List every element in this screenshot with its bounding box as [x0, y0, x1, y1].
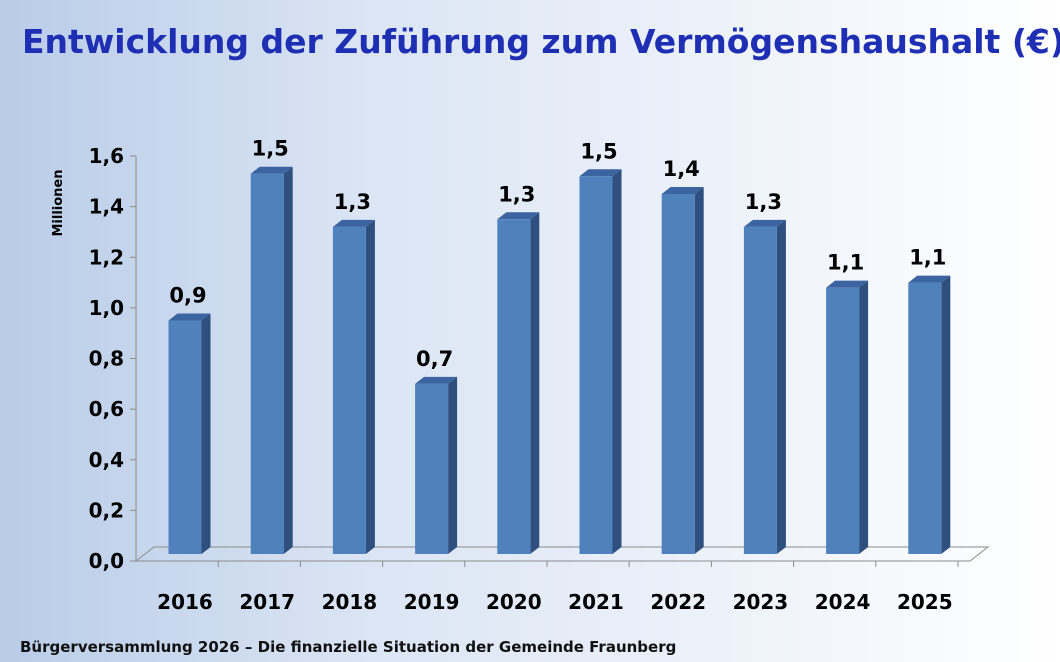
x-axis: 2016 2017 2018 2019 2020 2021 2022 2023 2024 2025 — [136, 560, 970, 614]
bar-2018 — [332, 219, 375, 554]
y-tick-label: 1,2 — [89, 245, 124, 269]
data-label: 1,3 — [334, 190, 371, 214]
bar-top — [826, 280, 869, 288]
bar-side — [201, 313, 211, 554]
x-tick-label: 2017 — [239, 590, 295, 614]
y-tick-label: 0,2 — [89, 498, 124, 522]
bar-2016 — [168, 313, 211, 554]
bar-side — [612, 169, 622, 554]
y-axis: 0,0 0,2 0,4 0,6 0,8 1,0 1,2 1,4 1,6 Millionen — [51, 144, 137, 573]
bar-side — [776, 219, 786, 554]
y-tick-label: 0,6 — [89, 397, 124, 421]
y-tick-label: 0,4 — [89, 448, 124, 472]
bar-top — [415, 376, 458, 384]
data-label: 1,5 — [580, 139, 617, 163]
bar-front — [168, 320, 202, 554]
data-labels: 0,9 1,5 1,3 0,7 1,3 1,5 1,4 1,3 1,1 1,1 — [169, 137, 946, 371]
x-tick-label: 2023 — [733, 590, 789, 614]
bar-2020 — [497, 212, 540, 554]
bar-2022 — [661, 186, 704, 554]
bar-side — [365, 219, 375, 554]
y-axis-title: Millionen — [51, 169, 66, 236]
bar-2019 — [415, 376, 458, 554]
footer-text: Bürgerversammlung 2026 – Die finanzielle… — [20, 638, 677, 656]
bar-side — [694, 186, 704, 554]
bar-front — [579, 176, 613, 554]
bar-top — [743, 219, 786, 227]
bar-front — [415, 383, 449, 554]
data-label: 1,1 — [909, 246, 946, 270]
y-tick-label: 1,0 — [89, 296, 124, 320]
bar-2017 — [250, 166, 293, 554]
bar-front — [743, 226, 777, 554]
bar-front — [497, 219, 531, 554]
y-tick-label: 1,4 — [89, 195, 124, 219]
data-label: 1,3 — [498, 182, 535, 206]
chart-title: Entwicklung der Zuführung zum Vermögensh… — [22, 22, 1060, 61]
bar-side — [859, 280, 869, 554]
x-tick-label: 2016 — [157, 590, 213, 614]
bar-2024 — [826, 280, 869, 554]
bar-front — [250, 173, 284, 554]
data-label: 0,7 — [416, 347, 453, 371]
bar-side — [941, 275, 951, 554]
bar-top — [332, 219, 375, 227]
x-tick-label: 2019 — [404, 590, 460, 614]
y-tick-label: 1,6 — [89, 144, 124, 168]
bar-top — [168, 313, 211, 321]
bar-front — [826, 287, 860, 554]
bar-top — [579, 169, 622, 177]
bar-front — [661, 193, 695, 554]
bar-top — [661, 186, 704, 194]
bar-side — [448, 376, 458, 554]
bar-side — [530, 212, 540, 554]
x-tick-label: 2025 — [897, 590, 953, 614]
bar-top — [250, 166, 293, 174]
bar-2023 — [743, 219, 786, 554]
bar-top — [497, 212, 540, 220]
x-tick-label: 2021 — [568, 590, 624, 614]
bar-top — [908, 275, 951, 283]
bar-front — [332, 226, 366, 554]
x-tick-label: 2022 — [650, 590, 706, 614]
bars — [168, 166, 951, 554]
y-tick-label: 0,8 — [89, 347, 124, 371]
x-tick-label: 2018 — [322, 590, 378, 614]
data-label: 1,4 — [663, 157, 700, 181]
bar-front — [908, 282, 942, 554]
x-tick-label: 2024 — [815, 590, 871, 614]
y-tick-label: 0,0 — [89, 549, 124, 573]
data-label: 1,1 — [827, 251, 864, 275]
bar-chart: 0,0 0,2 0,4 0,6 0,8 1,0 1,2 1,4 1,6 Millionen 201… — [51, 137, 990, 614]
bar-2021 — [579, 169, 622, 554]
data-label: 1,3 — [745, 190, 782, 214]
x-tick-label: 2020 — [486, 590, 542, 614]
bar-side — [283, 166, 293, 554]
data-label: 0,9 — [169, 284, 206, 308]
bar-2025 — [908, 275, 951, 554]
data-label: 1,5 — [252, 137, 289, 161]
